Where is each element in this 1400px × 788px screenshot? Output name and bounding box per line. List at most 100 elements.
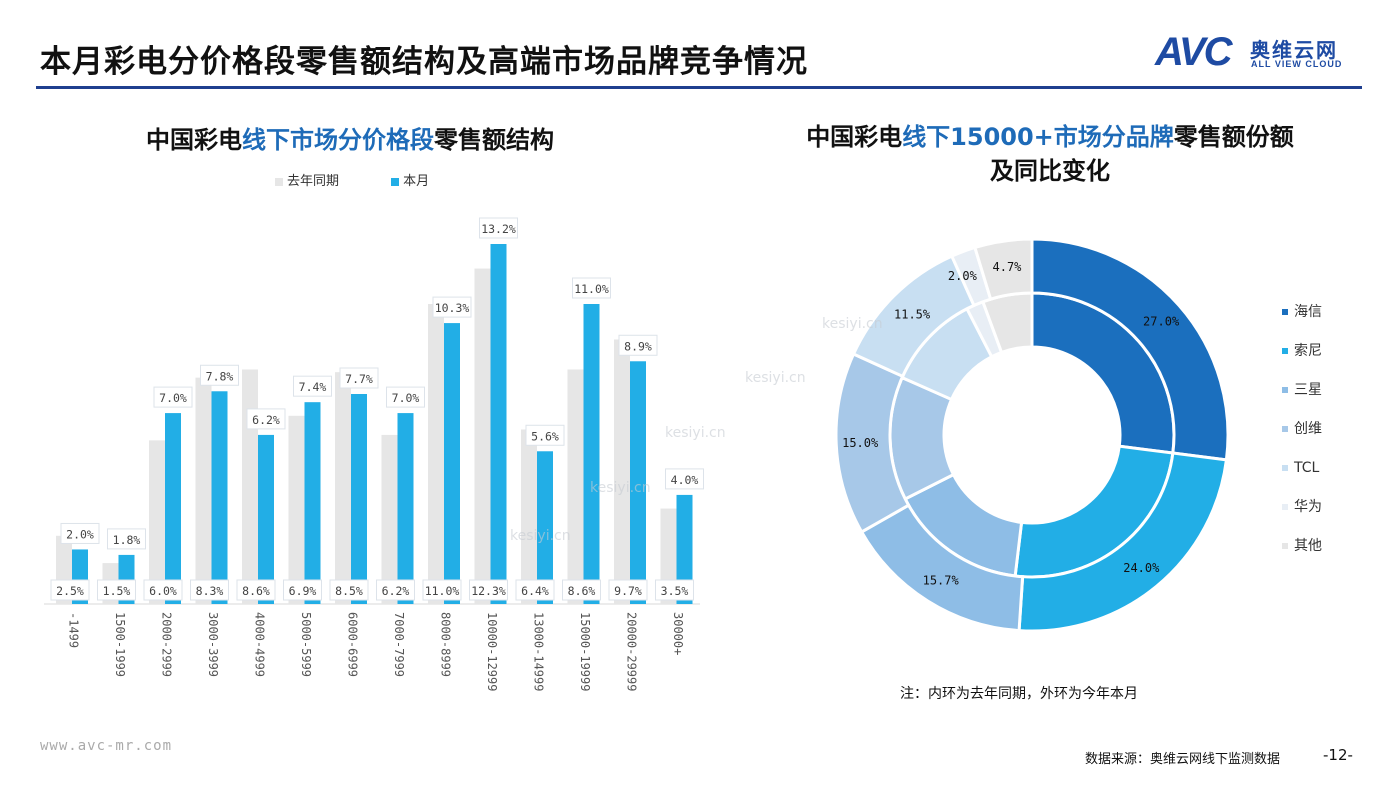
bar-label-last-year: 8.5%: [335, 584, 363, 598]
legend-label: 海信: [1294, 304, 1322, 320]
left-chart-title: 中国彩电线下市场分价格段零售额结构: [60, 120, 640, 155]
x-tick-label: 3000-3999: [206, 612, 220, 677]
label-box: [60, 522, 100, 544]
left-title-b: 线下市场分价格段: [242, 126, 434, 154]
legend-swatch: [1282, 543, 1288, 549]
chart-note: 注：内环为去年同期，外环为今年本月: [900, 686, 1138, 702]
right-title-line2: 及同比变化: [990, 157, 1110, 185]
pie-legend: 海信 索尼 三星 创维 TCL 华为 其他: [1282, 300, 1322, 573]
x-tick-label: 6000-6999: [346, 612, 360, 677]
pie-legend-item: 海信: [1282, 300, 1322, 339]
bar-last-year: [428, 304, 444, 604]
x-tick-label: 20000-29999: [625, 612, 639, 691]
bar-this-month: [397, 413, 414, 604]
bar-label-this-month: 7.4%: [299, 380, 327, 394]
watermark-text: kesiyi.cn: [590, 480, 651, 496]
label-box: [469, 579, 508, 601]
bar-last-year: [242, 369, 258, 604]
label-box: [329, 579, 369, 601]
pie-legend-item: 华为: [1282, 495, 1322, 534]
bar-this-month: [444, 323, 460, 604]
label-box: [422, 579, 462, 601]
bar-label-this-month: 5.6%: [531, 429, 559, 443]
label-box: [107, 528, 146, 550]
label-box: [293, 375, 332, 397]
legend-label: 索尼: [1294, 343, 1322, 359]
legend-swatch: [1282, 465, 1288, 471]
bar-this-month: [630, 361, 646, 604]
label-box: [200, 364, 239, 386]
bar-label-this-month: 7.7%: [345, 372, 373, 386]
legend-swatch: [1282, 309, 1288, 315]
legend-label: 三星: [1294, 382, 1322, 398]
watermark-text: kesiyi.cn: [822, 316, 883, 332]
slice-label: 24.0%: [1123, 561, 1160, 575]
label-box: [655, 579, 694, 601]
label-box: [236, 579, 276, 601]
x-tick-label: 5000-5999: [299, 612, 313, 677]
bar-label-this-month: 7.0%: [392, 391, 420, 405]
watermark-text: kesiyi.cn: [665, 425, 726, 441]
legend-swatch: [391, 177, 400, 186]
bar-last-year: [149, 440, 165, 604]
bar-label-last-year: 6.0%: [149, 584, 177, 598]
bar-label-this-month: 6.2%: [252, 413, 280, 427]
bar-label-last-year: 6.4%: [521, 584, 549, 598]
x-tick-label: 4000-4999: [253, 612, 267, 677]
slice-label: 15.0%: [842, 436, 879, 450]
avc-logo: AVC 奥维云网 ALL VIEW CLOUD: [1155, 30, 1365, 74]
bar-label-this-month: 8.9%: [624, 339, 652, 353]
bar-label-last-year: 8.3%: [196, 584, 224, 598]
legend-swatch: [1282, 426, 1288, 432]
label-box: [246, 408, 286, 430]
label-box: [618, 334, 658, 356]
bar-label-last-year: 6.9%: [289, 584, 317, 598]
bar-last-year: [381, 434, 398, 604]
bar-label-last-year: 11.0%: [425, 584, 460, 598]
label-box: [190, 579, 229, 601]
slice-label: 2.0%: [948, 269, 978, 283]
pie-legend-item: 其他: [1282, 534, 1322, 573]
label-box: [432, 296, 472, 318]
bar-label-last-year: 6.2%: [382, 584, 410, 598]
legend-swatch: [1282, 504, 1288, 510]
left-title-a: 中国彩电: [146, 126, 242, 154]
label-box: [562, 579, 601, 601]
x-tick-label: 15000-19999: [578, 612, 592, 691]
bar-this-month: [490, 244, 507, 604]
legend-swatch: [1282, 348, 1288, 354]
bar-label-last-year: 1.5%: [103, 584, 131, 598]
label-box: [339, 367, 379, 389]
bar-last-year: [521, 429, 537, 604]
logo-mark: AVC: [1155, 30, 1232, 74]
slice-label: 4.7%: [993, 260, 1023, 274]
logo-cn-text: 奥维云网: [1250, 38, 1338, 62]
label-box: [386, 386, 425, 408]
label-box: [283, 579, 322, 601]
legend-item-last-year: 去年同期: [275, 170, 339, 189]
x-tick-label: 2000-2999: [160, 612, 174, 677]
bar-label-this-month: 2.0%: [66, 527, 94, 541]
outer-ring-slice: [973, 237, 1034, 302]
bar-this-month: [258, 434, 274, 604]
label-box: [376, 579, 415, 601]
logo-en-text: ALL VIEW CLOUD: [1251, 59, 1343, 69]
bar-label-this-month: 10.3%: [435, 301, 470, 315]
bar-label-last-year: 9.7%: [614, 584, 642, 598]
bar-label-last-year: 3.5%: [661, 584, 689, 598]
right-chart-title: 中国彩电线下15000+市场分品牌零售额份额 及同比变化: [780, 120, 1320, 188]
x-tick-label: -1499: [67, 612, 81, 648]
footer-url: www.avc-mr.com: [40, 738, 173, 754]
legend-swatch: [275, 177, 283, 186]
pie-legend-item: 三星: [1282, 378, 1322, 417]
bar-this-month: [583, 304, 600, 604]
x-tick-label: 30000+: [671, 612, 685, 655]
bar-label-this-month: 11.0%: [574, 282, 609, 296]
x-tick-label: 13000-14999: [532, 612, 546, 691]
bar-last-year: [614, 339, 630, 604]
bar-this-month: [676, 494, 693, 604]
legend-label: TCL: [1294, 460, 1320, 476]
x-tick-label: 7000-7999: [392, 612, 406, 677]
right-title-a: 中国彩电: [806, 123, 903, 151]
